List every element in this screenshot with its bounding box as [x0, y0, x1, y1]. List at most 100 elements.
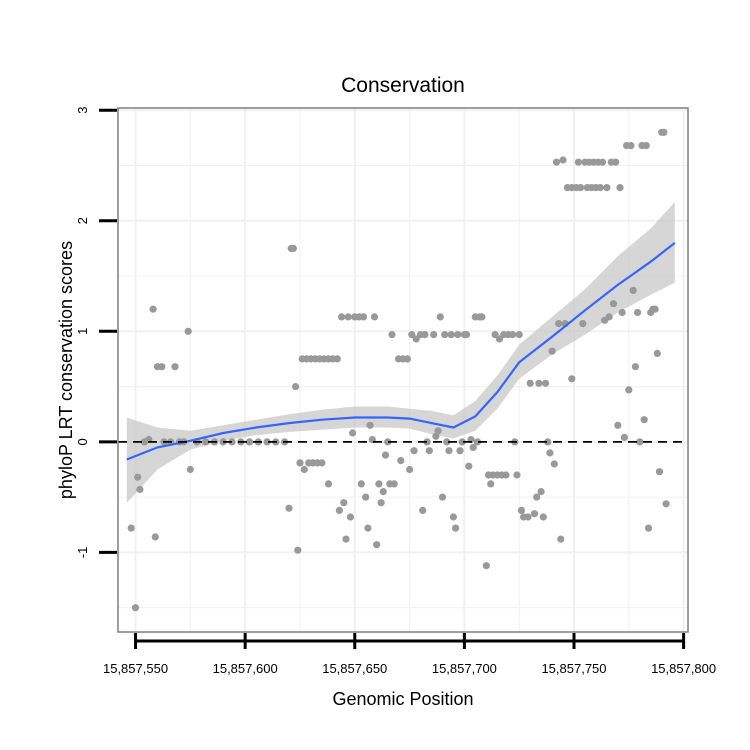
- data-point: [377, 499, 385, 507]
- y-tick-label: 1: [75, 328, 90, 335]
- data-point: [406, 465, 414, 474]
- data-point: [596, 184, 604, 192]
- data-point: [366, 421, 374, 429]
- x-tick-label: 15,857,700: [432, 661, 497, 676]
- data-point: [535, 379, 543, 387]
- data-point: [338, 313, 346, 321]
- data-point: [158, 363, 166, 371]
- data-point: [491, 331, 499, 339]
- data-point: [324, 480, 333, 488]
- data-point: [381, 451, 390, 459]
- data-point: [375, 480, 383, 488]
- data-point: [616, 184, 624, 192]
- data-point: [441, 331, 449, 339]
- data-point: [456, 447, 464, 455]
- data-point: [524, 513, 532, 521]
- data-point: [642, 142, 650, 150]
- y-tick-label: 0: [75, 438, 90, 445]
- data-point: [359, 313, 368, 321]
- data-point: [559, 156, 567, 164]
- data-point: [579, 320, 587, 328]
- data-point: [653, 349, 661, 357]
- data-point: [186, 465, 194, 474]
- data-point: [620, 433, 629, 441]
- x-tick-label: 15,857,550: [103, 661, 168, 676]
- data-point: [434, 427, 442, 435]
- data-point: [465, 462, 473, 470]
- data-point: [557, 535, 565, 543]
- data-point: [478, 313, 486, 321]
- scatter-points: [127, 128, 670, 612]
- data-point: [508, 331, 517, 339]
- data-point: [473, 438, 482, 446]
- y-axis-label: phyloP LRT conservation scores: [56, 241, 76, 499]
- data-point: [184, 327, 192, 335]
- data-point: [373, 541, 381, 549]
- smooth-line: [126, 242, 676, 461]
- data-point: [430, 331, 438, 339]
- data-point: [136, 485, 144, 493]
- data-point: [614, 421, 622, 429]
- data-point: [151, 533, 159, 541]
- data-point: [612, 158, 620, 166]
- y-tick-label: 3: [75, 107, 90, 114]
- x-tick-label: 15,857,650: [322, 661, 387, 676]
- data-point: [346, 513, 354, 521]
- data-point: [285, 504, 293, 512]
- data-point: [408, 331, 416, 339]
- y-tick-label: -1: [75, 547, 90, 559]
- data-point: [149, 305, 157, 313]
- data-point: [300, 465, 308, 474]
- data-point: [640, 416, 648, 424]
- data-point: [660, 128, 668, 136]
- data-point: [568, 375, 576, 383]
- data-point: [438, 493, 447, 501]
- x-axis-label: Genomic Position: [332, 689, 473, 709]
- data-point: [370, 313, 379, 321]
- data-point: [517, 506, 526, 514]
- data-point: [609, 300, 618, 308]
- data-point: [513, 471, 521, 479]
- data-point: [598, 158, 607, 166]
- data-point: [651, 305, 659, 313]
- data-point: [555, 320, 563, 328]
- data-point: [379, 488, 387, 496]
- x-tick-label: 15,857,800: [651, 661, 716, 676]
- data-point: [296, 459, 304, 467]
- data-point: [625, 386, 633, 394]
- data-point: [419, 506, 427, 514]
- data-point: [342, 535, 350, 543]
- data-point: [294, 546, 302, 554]
- data-point: [487, 480, 495, 488]
- data-point: [403, 355, 411, 363]
- data-point: [482, 562, 490, 570]
- data-point: [432, 432, 440, 440]
- data-point: [245, 438, 254, 446]
- data-point: [410, 447, 418, 455]
- data-point: [289, 244, 297, 252]
- data-point: [388, 331, 396, 339]
- data-point: [292, 383, 300, 391]
- data-point: [263, 438, 271, 446]
- data-point: [127, 524, 135, 532]
- data-point: [618, 308, 626, 317]
- data-point: [423, 438, 431, 446]
- data-point: [335, 506, 343, 514]
- data-point: [357, 480, 365, 488]
- data-point: [445, 447, 453, 455]
- data-point: [636, 438, 644, 446]
- data-point: [552, 158, 561, 166]
- data-point: [425, 447, 433, 455]
- data-point: [515, 331, 523, 339]
- data-point: [533, 493, 541, 501]
- data-point: [436, 313, 444, 321]
- x-axis: 15,857,550 15,857,600 15,857,650 15,857,700…: [103, 633, 716, 676]
- data-point: [452, 524, 460, 532]
- data-point: [550, 460, 558, 468]
- data-point: [634, 308, 642, 317]
- data-point: [397, 457, 405, 465]
- y-tick-label: 2: [75, 217, 90, 224]
- data-point: [333, 355, 341, 363]
- data-point: [469, 443, 477, 451]
- data-point: [605, 313, 613, 321]
